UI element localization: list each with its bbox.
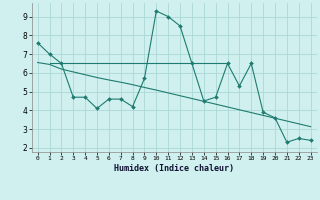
- X-axis label: Humidex (Indice chaleur): Humidex (Indice chaleur): [114, 164, 234, 173]
